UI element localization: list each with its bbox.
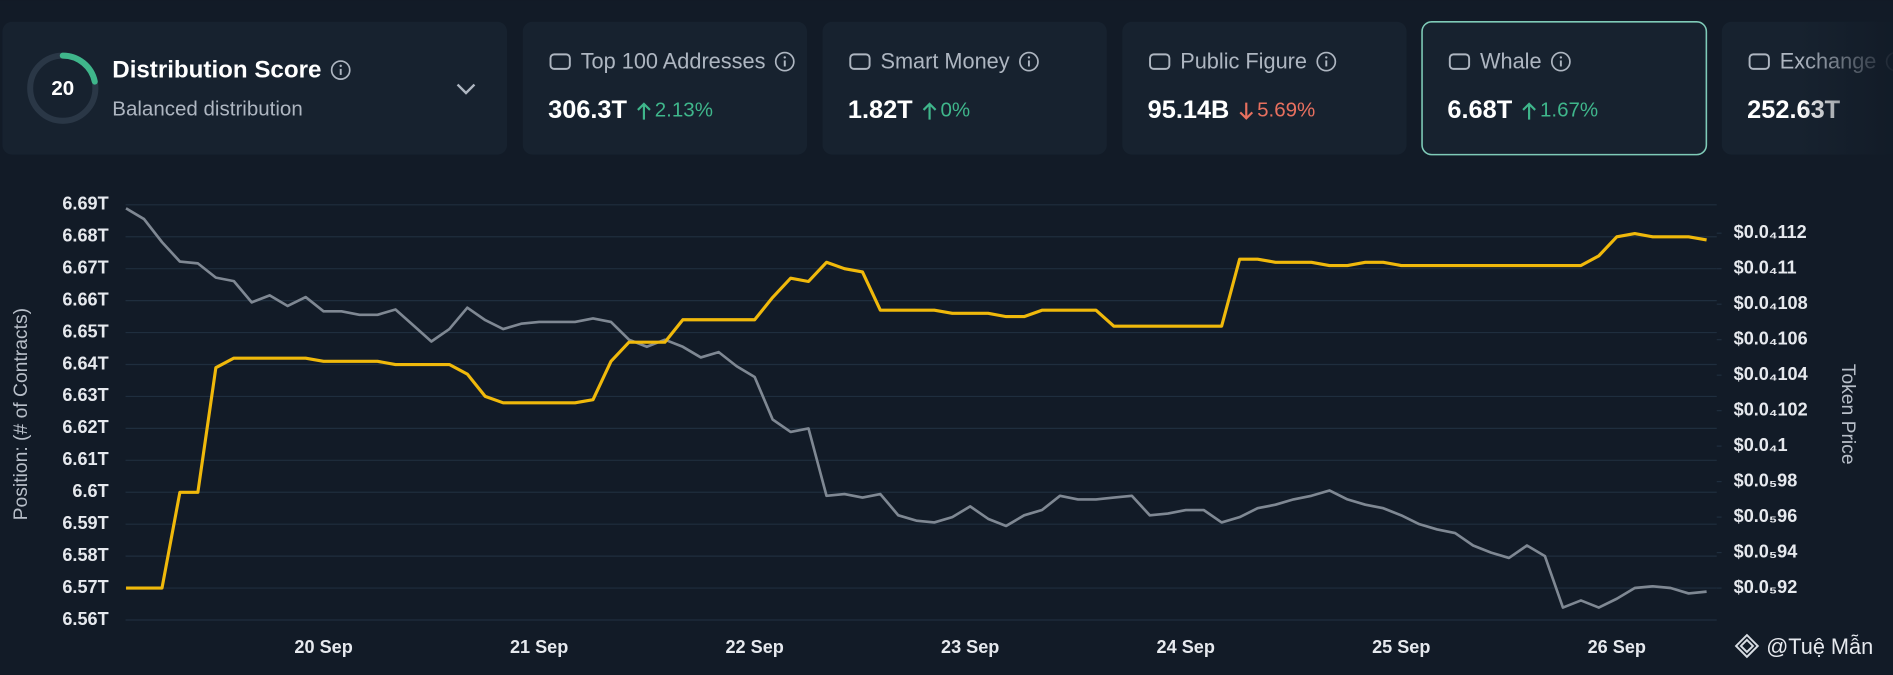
y-tick-label: 6.64T (62, 353, 108, 373)
metric-value: 6.68T (1447, 96, 1512, 124)
info-icon-dot (783, 56, 786, 59)
y-tick-label: 6.58T (62, 545, 108, 565)
x-tick-label: 26 Sep (1588, 637, 1646, 657)
info-icon (1019, 51, 1039, 72)
info-icon (774, 51, 795, 72)
score: 20 (51, 77, 74, 100)
x-tick-label: 21 Sep (510, 637, 568, 657)
metric-card: Public Figure 95.14B 5.69% (1122, 21, 1407, 155)
y2-axis-title: Token Price (1837, 364, 1858, 465)
change-arrow (1522, 102, 1536, 120)
card-bg[interactable] (1421, 21, 1708, 156)
change-arrow (637, 102, 651, 120)
info-icon (1550, 51, 1571, 72)
info-icon-dot (1559, 56, 1563, 59)
metric-name: Whale (1480, 49, 1542, 74)
card-icon (1149, 53, 1171, 70)
gauge-arc (59, 52, 98, 85)
y2-tick-label: $0.0₅98 (1734, 470, 1798, 490)
metric-value: 95.14B (1148, 96, 1230, 124)
y-tick-label: 6.61T (62, 449, 108, 469)
score-title: Distribution Score (112, 57, 321, 84)
card-icon (849, 53, 871, 70)
y2-tick-label: $0.0₄106 (1734, 328, 1808, 348)
y-tick-label: 6.65T (62, 321, 108, 341)
y2-tick-label: $0.0₄104 (1734, 364, 1808, 384)
chevron[interactable] (456, 83, 476, 95)
info-icon (1316, 51, 1337, 72)
y-tick-label: 6.59T (62, 513, 108, 533)
info-icon (330, 60, 351, 80)
score-card[interactable] (2, 21, 508, 155)
card-icon (1448, 53, 1471, 70)
y2-tick-label: $0.0₅94 (1734, 541, 1798, 561)
change-arrow (922, 102, 937, 120)
y2-tick-label: $0.0₅92 (1734, 577, 1798, 597)
series-line (125, 207, 1707, 609)
y2-tick-label: $0.0₄112 (1734, 222, 1807, 242)
y2-tick-label: $0.0₄108 (1734, 293, 1808, 313)
metric-change: 2.13% (655, 99, 713, 122)
metric-change: 5.69% (1257, 99, 1315, 122)
card-bg[interactable] (1122, 21, 1407, 155)
cards: 20 Distribution Score Balanced distribut… (2, 18, 1893, 161)
x-tick-label: 22 Sep (725, 637, 783, 657)
card-icon (549, 53, 571, 70)
metric-value: 306.3T (548, 96, 627, 124)
x-tick-label: 20 Sep (294, 637, 352, 657)
watermark-icon (1734, 633, 1760, 659)
y-tick-label: 6.68T (62, 226, 108, 246)
fade (1798, 18, 1893, 161)
score-subtitle: Balanced distribution (112, 97, 302, 120)
x-tick-label: 25 Sep (1372, 637, 1430, 657)
y-tick-label: 6.56T (62, 609, 108, 629)
y-tick-label: 6.63T (62, 385, 108, 405)
metric-name: Smart Money (880, 49, 1009, 74)
y2-tick-label: $0.0₄1 (1734, 435, 1788, 455)
info-icon-dot (1027, 56, 1031, 59)
metric-value: 1.82T (848, 96, 913, 124)
y-tick-label: 6.67T (62, 257, 108, 277)
y-tick-label: 6.62T (62, 417, 108, 437)
y-tick-label: 6.57T (62, 577, 108, 597)
info-icon-dot (1325, 56, 1328, 59)
y-tick-label: 6.6T (72, 481, 108, 501)
card-bg[interactable] (822, 21, 1107, 155)
metric-name: Public Figure (1180, 49, 1307, 74)
card-bg[interactable] (522, 21, 808, 155)
y-tick-label: 6.66T (62, 289, 108, 309)
metric-change: 1.67% (1540, 99, 1598, 122)
change-arrow (1239, 102, 1254, 120)
info-icon-dot (339, 64, 342, 68)
y-axis-title: Position: (# of Contracts) (11, 308, 32, 520)
metric-change: 0% (940, 99, 970, 122)
y2-tick-label: $0.0₄11 (1734, 257, 1797, 277)
watermark: @Tuệ Mẫn (1766, 634, 1873, 659)
metric-card: Smart Money 1.82T 0% (822, 21, 1107, 155)
y2-tick-label: $0.0₄102 (1734, 399, 1808, 419)
x-tick-label: 24 Sep (1157, 637, 1215, 657)
metric-name: Top 100 Addresses (581, 49, 766, 74)
series-line (126, 231, 1707, 590)
metric-card: Whale 6.68T 1.67% (1421, 21, 1708, 156)
card-icon (1748, 53, 1770, 70)
metric-card: Top 100 Addresses 306.3T 2.13% (522, 21, 808, 155)
y2-tick-label: $0.0₅96 (1734, 506, 1798, 526)
y-tick-label: 6.69T (62, 194, 108, 214)
x-tick-label: 23 Sep (941, 637, 999, 657)
